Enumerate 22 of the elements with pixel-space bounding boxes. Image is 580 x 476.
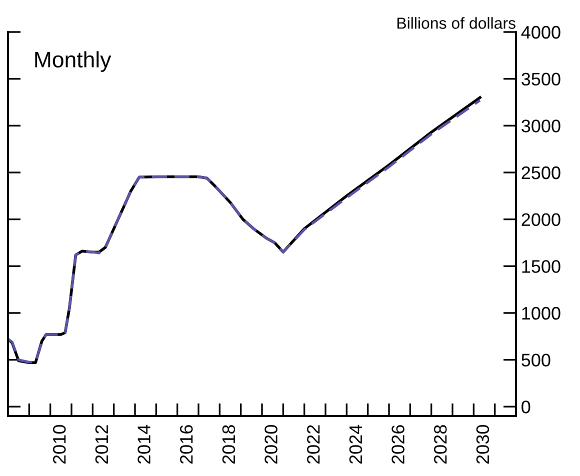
- y-axis-title: Billions of dollars: [397, 17, 516, 29]
- x-tick-label: 2020: [264, 425, 278, 464]
- x-tick-label: 2028: [434, 425, 447, 464]
- y-tick-label: 500: [522, 354, 550, 367]
- x-tick-label: 2010: [52, 425, 66, 464]
- x-tick-label: 2012: [95, 425, 108, 464]
- x-tick-label: 2026: [392, 425, 404, 464]
- x-tick-label: 2014: [138, 424, 150, 464]
- x-tick-label: 2024: [349, 424, 362, 464]
- x-tick-label: 2022: [306, 425, 320, 464]
- x-tick-label: 2030: [476, 425, 490, 464]
- y-tick-label: 1500: [522, 260, 560, 273]
- y-tick-label: 4000: [521, 26, 560, 39]
- y-tick-label: 0: [522, 400, 530, 414]
- y-tick-label: 2000: [522, 213, 560, 226]
- x-tick-label: 2018: [222, 425, 236, 464]
- y-tick-label: 3000: [522, 120, 560, 132]
- y-tick-label: 3500: [522, 72, 560, 86]
- y-tick-label: 2500: [522, 166, 560, 180]
- annotation: Monthly: [35, 51, 112, 72]
- x-tick-label: 2016: [180, 425, 193, 464]
- y-tick-label: 1000: [522, 306, 560, 320]
